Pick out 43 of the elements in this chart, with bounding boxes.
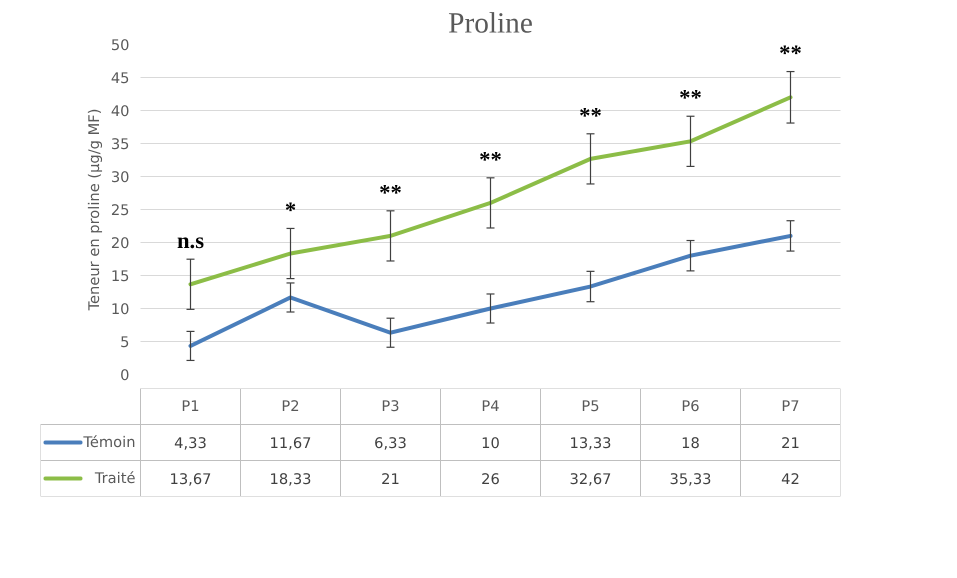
data-label: 11,67 (270, 435, 312, 452)
data-label: 6,33 (374, 435, 407, 452)
data-label: 35,33 (670, 471, 712, 488)
x-tick-label: P2 (281, 398, 300, 415)
annotation: ** (679, 85, 702, 110)
data-label: 42 (781, 471, 800, 488)
data-label: 21 (781, 435, 800, 452)
y-tick-label: 50 (110, 37, 130, 54)
x-tick-label: P7 (781, 398, 800, 415)
y-tick-label: 35 (110, 136, 130, 153)
y-tick-label: 40 (110, 103, 130, 120)
data-label: 10 (481, 435, 500, 452)
y-tick-label: 25 (110, 202, 130, 219)
y-axis-title: Teneur en proline (µg/g MF) (86, 108, 103, 312)
data-label: 26 (481, 471, 500, 488)
x-tick-label: P1 (181, 398, 200, 415)
annotation: * (284, 197, 296, 222)
legend-label: Témoin (82, 434, 136, 451)
x-tick-label: P6 (681, 398, 700, 415)
y-tick-label: 45 (110, 70, 130, 87)
y-tick-label: 15 (110, 268, 130, 285)
annotation: n.s (176, 228, 204, 254)
y-tick-label: 20 (110, 235, 130, 252)
data-label: 13,67 (170, 471, 212, 488)
legend-label: Traité (94, 470, 136, 487)
data-label: 4,33 (174, 435, 207, 452)
annotation: ** (379, 180, 402, 205)
chart-title: Proline (448, 8, 533, 40)
data-label: 13,33 (570, 435, 612, 452)
data-label: 21 (381, 471, 400, 488)
annotation: ** (779, 40, 802, 66)
y-tick-label: 10 (110, 301, 130, 318)
x-tick-label: P3 (381, 398, 400, 415)
x-tick-label: P5 (581, 398, 600, 415)
x-tick-label: P4 (481, 398, 500, 415)
data-label: 32,67 (570, 471, 612, 488)
y-tick-label: 30 (110, 169, 130, 186)
data-label: 18,33 (270, 471, 312, 488)
y-tick-label: 5 (120, 334, 130, 351)
data-label: 18 (681, 435, 700, 452)
annotation: ** (579, 102, 602, 128)
y-tick-label: 0 (120, 367, 130, 384)
annotation: ** (479, 146, 502, 172)
